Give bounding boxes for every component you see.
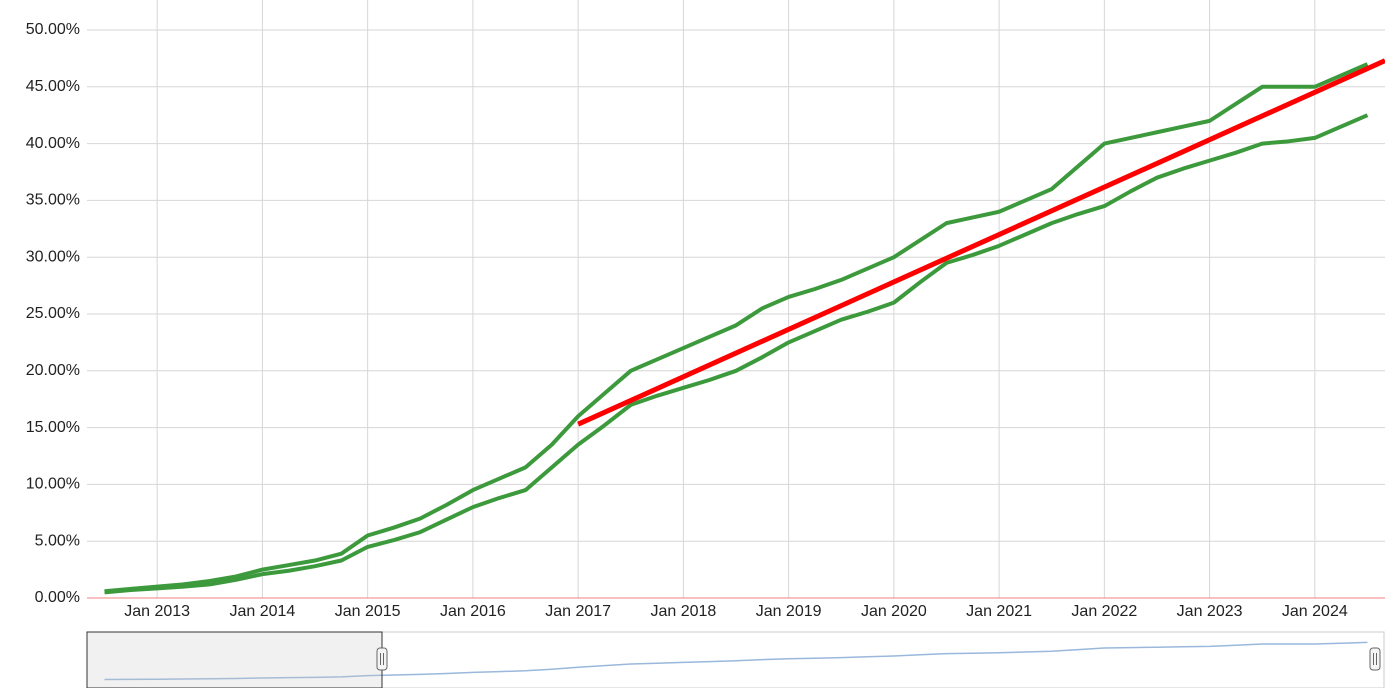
y-tick-label: 40.00% bbox=[26, 135, 80, 152]
navigator-line bbox=[104, 641, 1368, 681]
x-tick-label: Jan 2016 bbox=[440, 603, 506, 620]
navigator bbox=[86, 631, 1385, 689]
x-tick-label: Jan 2023 bbox=[1177, 603, 1243, 620]
y-tick-label: 50.00% bbox=[26, 21, 80, 38]
navigator-handle bbox=[376, 647, 388, 671]
x-tick-label: Jan 2014 bbox=[229, 603, 295, 620]
y-tick-label: 45.00% bbox=[26, 78, 80, 95]
y-tick-label: 10.00% bbox=[26, 476, 80, 493]
x-tick-label: Jan 2024 bbox=[1282, 603, 1348, 620]
x-tick-label: Jan 2020 bbox=[861, 603, 927, 620]
line-series bbox=[104, 113, 1369, 595]
navigator-mask bbox=[86, 631, 383, 689]
x-tick-label: Jan 2013 bbox=[124, 603, 190, 620]
y-tick-label: 35.00% bbox=[26, 192, 80, 209]
x-tick-label: Jan 2018 bbox=[650, 603, 716, 620]
y-tick-label: 30.00% bbox=[26, 248, 80, 265]
y-tick-label: 5.00% bbox=[35, 532, 80, 549]
y-tick-label: 20.00% bbox=[26, 362, 80, 379]
x-tick-label: Jan 2021 bbox=[966, 603, 1032, 620]
y-tick-label: 15.00% bbox=[26, 419, 80, 436]
line-series bbox=[104, 62, 1369, 594]
x-tick-label: Jan 2022 bbox=[1071, 603, 1137, 620]
y-tick-label: 0.00% bbox=[35, 589, 80, 606]
navigator-handle bbox=[1369, 647, 1381, 671]
x-tick-label: Jan 2019 bbox=[756, 603, 822, 620]
trend-line bbox=[577, 58, 1385, 427]
x-tick-label: Jan 2015 bbox=[335, 603, 401, 620]
x-tick-label: Jan 2017 bbox=[545, 603, 611, 620]
y-tick-label: 25.00% bbox=[26, 305, 80, 322]
